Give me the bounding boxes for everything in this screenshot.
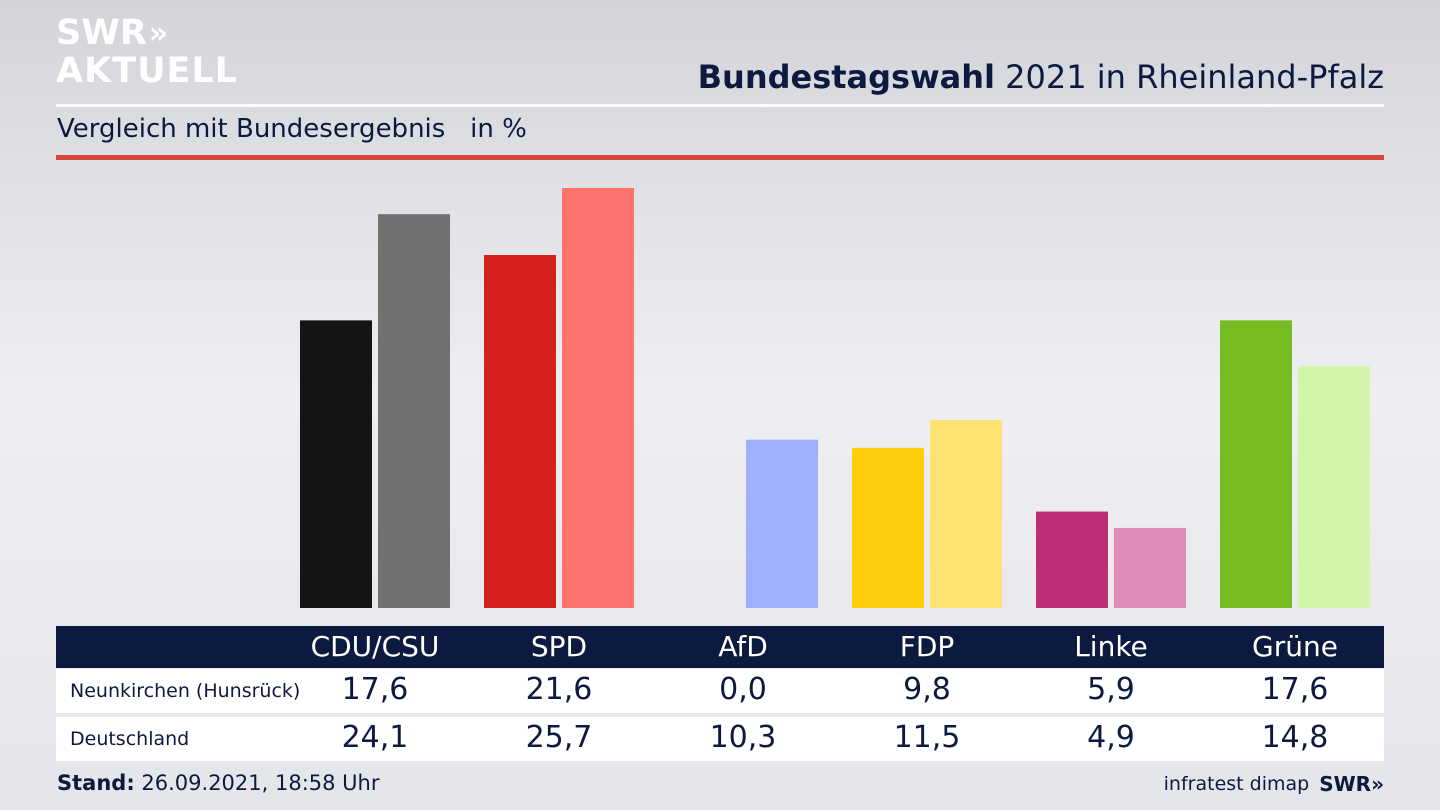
timestamp: Stand: 26.09.2021, 18:58 Uhr [57, 771, 380, 795]
value-linke-national: 4,9 [1087, 720, 1135, 755]
value-afd-local: 0,0 [719, 672, 767, 707]
bar-linke-national [1114, 527, 1186, 608]
bar-gr-ne-local [1220, 320, 1292, 608]
subtitle-unit: in % [470, 114, 527, 144]
bar-fdp-local [852, 447, 924, 608]
table-header: CDU/CSU SPD AfD FDP Linke Grüne [56, 626, 1384, 668]
logo-swr-text: SWR [56, 13, 147, 53]
value-afd-national: 10,3 [709, 720, 777, 755]
stand-label: Stand: [57, 771, 135, 795]
swr-aktuell-logo: SWR» AKTUELL [56, 16, 238, 89]
value-cdu-csu-local: 17,6 [341, 672, 409, 707]
category-label-linke: Linke [1074, 630, 1148, 663]
bar-spd-local [484, 255, 556, 608]
value-gr-ne-national: 14,8 [1261, 720, 1329, 755]
subtitle-text: Vergleich mit Bundesergebnis [57, 114, 446, 144]
bar-cdu-csu-national [378, 214, 450, 608]
page-title: Bundestagswahl 2021 in Rheinland-Pfalz [698, 58, 1384, 96]
value-cdu-csu-national: 24,1 [341, 720, 409, 755]
swr-footer-arrows-icon: » [1371, 772, 1384, 796]
source-text: infratest dimap [1163, 773, 1310, 795]
bar-linke-local [1036, 511, 1108, 608]
category-label-cdu-csu: CDU/CSU [310, 630, 440, 663]
row-label-national: Deutschland [70, 728, 190, 750]
value-spd-national: 25,7 [525, 720, 593, 755]
source-credit: infratest dimap SWR» [1164, 772, 1384, 796]
table-row: Neunkirchen (Hunsrück) 17,6 21,6 0,0 9,8 5,9… [56, 669, 1384, 713]
swr-footer-text: SWR [1319, 772, 1372, 796]
logo-aktuell-text: AKTUELL [56, 51, 239, 91]
category-label-gr-ne: Grüne [1252, 630, 1338, 663]
value-fdp-national: 11,5 [893, 720, 961, 755]
value-spd-local: 21,6 [525, 672, 593, 707]
stand-value: 26.09.2021, 18:58 Uhr [134, 771, 380, 795]
swr-footer-logo: SWR» [1319, 772, 1384, 796]
title-bold: Bundestagswahl [697, 58, 995, 96]
title-rest: 2021 in Rheinland-Pfalz [995, 58, 1384, 96]
bar-fdp-national [930, 420, 1002, 608]
title-divider [56, 104, 1384, 107]
category-label-afd: AfD [718, 630, 768, 663]
subtitle-divider [56, 155, 1384, 160]
value-fdp-local: 9,8 [903, 672, 951, 707]
category-label-fdp: FDP [899, 630, 955, 663]
bar-spd-national [562, 188, 634, 608]
value-gr-ne-local: 17,6 [1261, 672, 1329, 707]
table-row: Deutschland 24,1 25,7 10,3 11,5 4,9 14,8 [56, 717, 1384, 761]
subtitle: Vergleich mit Bundesergebnis in % [57, 114, 527, 144]
row-label-local: Neunkirchen (Hunsrück) [70, 680, 301, 702]
value-linke-local: 5,9 [1087, 672, 1135, 707]
bar-gr-ne-national [1298, 366, 1370, 608]
category-label-spd: SPD [530, 630, 588, 663]
bar-cdu-csu-local [300, 320, 372, 608]
bar-afd-national [746, 439, 818, 608]
